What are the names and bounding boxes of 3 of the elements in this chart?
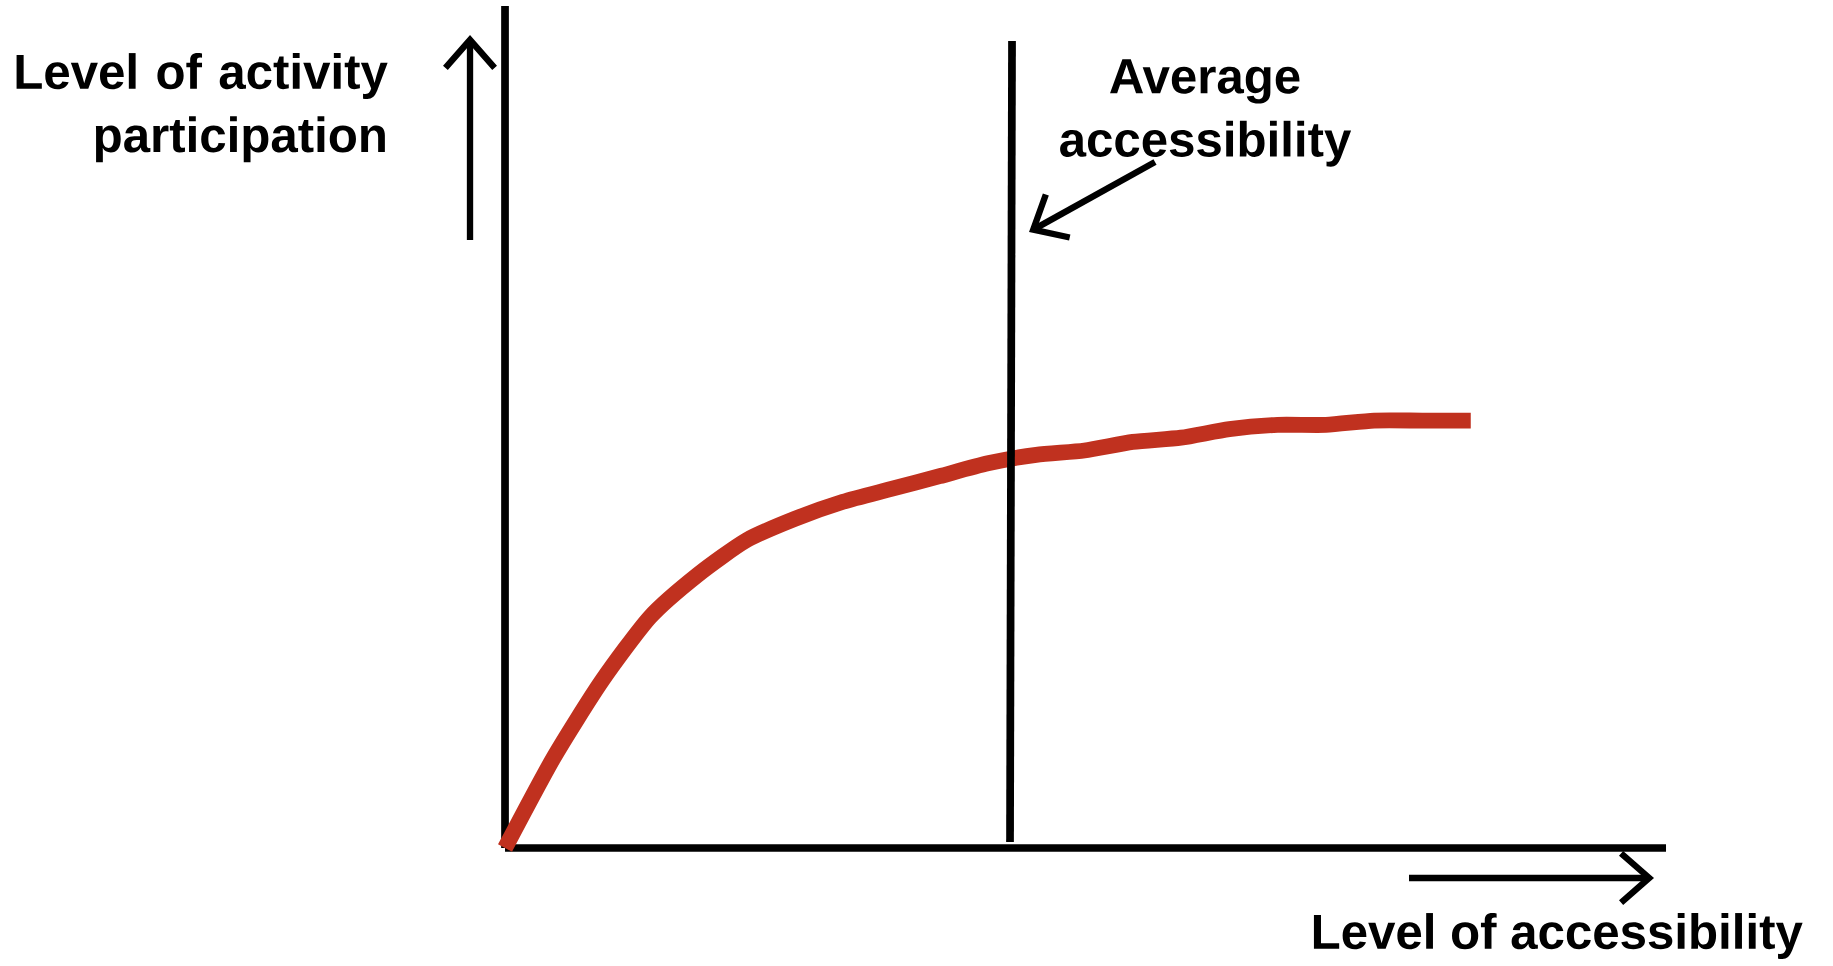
- x-axis-title: Level of accessibility: [1313, 913, 1803, 959]
- text: Average accessibility: [1060, 59, 1352, 167]
- text: Level of activity participation: [16, 53, 388, 163]
